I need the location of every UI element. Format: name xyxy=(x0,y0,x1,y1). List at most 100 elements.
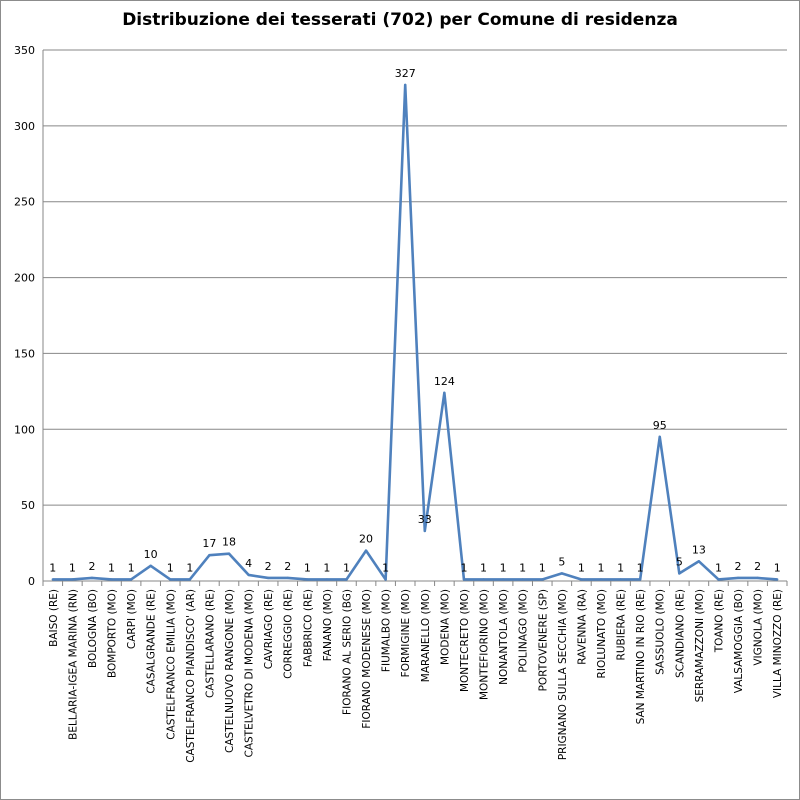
data-label: 1 xyxy=(460,561,467,574)
data-point xyxy=(404,83,407,87)
data-point xyxy=(541,578,544,581)
category-label: CASALGRANDE (RE) xyxy=(146,589,158,694)
data-label: 1 xyxy=(167,561,174,574)
data-point xyxy=(599,578,603,581)
data-label: 124 xyxy=(434,375,455,388)
y-tick-label: 50 xyxy=(21,499,35,512)
data-point xyxy=(306,578,309,581)
data-point xyxy=(90,576,94,580)
data-point xyxy=(325,578,329,581)
category-label: SCANDIANO (RE) xyxy=(674,589,686,678)
category-label: PRIGNANO SULLA SECCHIA (MO) xyxy=(557,589,569,760)
category-label: CASTELFRANCO EMILIA (MO) xyxy=(165,589,177,740)
data-point xyxy=(345,578,348,581)
category-label: FANANO (MO) xyxy=(322,589,334,661)
data-point xyxy=(678,572,681,575)
y-tick-label: 100 xyxy=(14,423,35,436)
category-label: CAVRIAGO (RE) xyxy=(263,589,275,669)
category-label: SERRAMAZZONI (MO) xyxy=(694,589,706,702)
data-label: 1 xyxy=(774,561,781,574)
category-label: POLINAGO (MO) xyxy=(518,589,530,673)
data-label: 1 xyxy=(519,561,526,574)
category-label: RIOLUNATO (MO) xyxy=(596,589,608,678)
data-label: 1 xyxy=(128,561,135,574)
category-label: VIGNOLA (MO) xyxy=(753,589,765,666)
category-label: MODENA (MO) xyxy=(439,589,451,665)
data-point xyxy=(619,578,622,581)
category-label: FABBRICO (RE) xyxy=(302,589,314,667)
category-label: CASTELFRANCO PIANDISCO' (AR) xyxy=(185,589,197,763)
data-point xyxy=(129,578,133,581)
data-label: 1 xyxy=(715,561,722,574)
category-label: CORREGGIO (RE) xyxy=(283,589,295,679)
data-label: 13 xyxy=(692,543,706,556)
data-label: 18 xyxy=(222,536,236,549)
data-label: 1 xyxy=(108,561,115,574)
data-label: 5 xyxy=(558,555,565,568)
data-point xyxy=(462,578,466,581)
data-label: 327 xyxy=(395,67,416,80)
y-tick-label: 0 xyxy=(28,575,35,588)
data-label: 1 xyxy=(637,561,644,574)
data-label: 2 xyxy=(284,560,291,573)
data-point xyxy=(736,576,740,580)
data-point xyxy=(443,391,446,395)
series-line xyxy=(52,83,778,581)
category-label: NONANTOLA (MO) xyxy=(498,589,510,685)
category-label: BAISO (RE) xyxy=(48,589,60,647)
y-tick-label: 150 xyxy=(14,347,35,360)
category-label: MONTEFIORINO (MO) xyxy=(479,589,491,700)
category-label: CASTELLARANO (RE) xyxy=(204,589,216,698)
data-point xyxy=(482,578,485,581)
data-point xyxy=(364,549,368,552)
data-point xyxy=(266,576,270,580)
data-label: 1 xyxy=(382,561,389,574)
data-point xyxy=(286,576,289,580)
category-label: VALSAMOGGIA (BO) xyxy=(733,589,745,693)
data-point xyxy=(188,578,192,581)
data-label: 2 xyxy=(265,560,272,573)
data-point xyxy=(423,529,426,533)
category-label: RUBIERA (RE) xyxy=(616,589,628,660)
category-label: TOANO (RE) xyxy=(713,589,725,653)
data-point xyxy=(208,554,211,557)
data-label: 1 xyxy=(480,561,487,574)
data-point xyxy=(110,578,113,581)
category-label: CASTELNUOVO RANGONE (MO) xyxy=(224,589,236,753)
category-label: FIORANO MODENESE (MO) xyxy=(361,589,373,729)
data-label: 1 xyxy=(49,561,56,574)
data-label: 1 xyxy=(323,561,330,574)
category-label: BOMPORTO (MO) xyxy=(107,589,119,678)
data-label: 2 xyxy=(754,560,761,573)
y-tick-label: 200 xyxy=(14,272,35,285)
data-point xyxy=(580,578,583,581)
data-point xyxy=(697,560,701,563)
data-point xyxy=(521,578,524,581)
category-label: SASSUOLO (MO) xyxy=(655,589,667,675)
data-point xyxy=(51,578,54,581)
data-point xyxy=(384,578,387,581)
data-label: 2 xyxy=(735,560,742,573)
data-point xyxy=(658,435,661,439)
data-point xyxy=(501,578,505,581)
data-label: 17 xyxy=(202,537,216,550)
category-label: VILLA MINOZZO (RE) xyxy=(772,589,784,698)
data-point xyxy=(149,564,152,568)
data-label: 1 xyxy=(598,561,605,574)
category-label: FIUMALBO (MO) xyxy=(381,589,393,672)
data-label: 10 xyxy=(144,548,158,561)
data-point xyxy=(227,552,231,555)
data-label: 4 xyxy=(245,557,252,570)
data-label: 5 xyxy=(676,555,683,568)
chart-title: Distribuzione dei tesserati (702) per Co… xyxy=(122,10,678,30)
category-label: RAVENNA (RA) xyxy=(576,589,588,665)
data-label: 20 xyxy=(359,533,373,546)
category-label: CARPI (MO) xyxy=(126,589,138,649)
category-label: CASTELVETRO DI MODENA (MO) xyxy=(244,589,256,758)
data-point xyxy=(638,578,642,581)
category-label: BOLOGNA (BO) xyxy=(87,589,99,668)
category-label: FIORANO AL SERIO (BG) xyxy=(341,589,353,715)
data-point xyxy=(717,578,720,581)
